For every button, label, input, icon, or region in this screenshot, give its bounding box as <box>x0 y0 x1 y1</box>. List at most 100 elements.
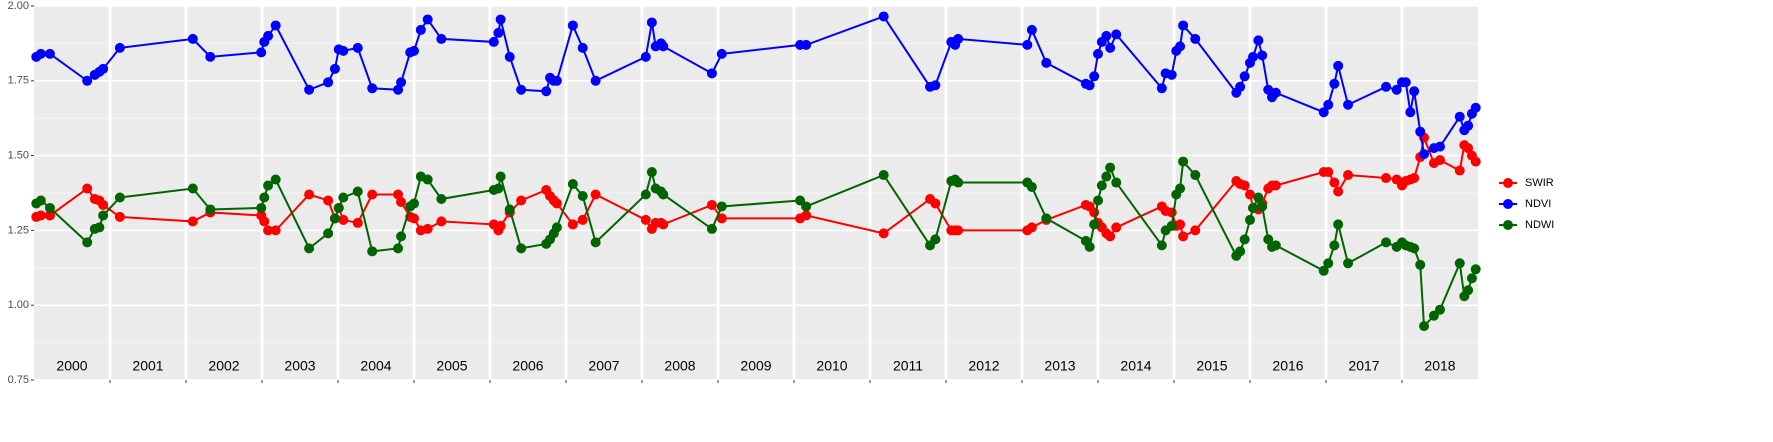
point <box>98 63 109 74</box>
point <box>516 243 527 254</box>
point <box>1343 99 1354 110</box>
year-label: 2018 <box>1424 358 1455 374</box>
point <box>44 202 55 213</box>
point <box>422 223 433 234</box>
point <box>1454 165 1465 176</box>
point <box>333 202 344 213</box>
point <box>205 51 216 62</box>
point <box>801 39 812 50</box>
point <box>493 27 504 38</box>
point <box>1248 51 1259 62</box>
point <box>516 195 527 206</box>
year-label: 2007 <box>588 358 619 374</box>
point <box>716 48 727 59</box>
point <box>495 14 506 25</box>
point <box>1093 48 1103 59</box>
point <box>551 198 562 209</box>
point <box>409 45 419 56</box>
point <box>1470 102 1481 113</box>
point <box>1323 258 1334 269</box>
point <box>1381 173 1392 184</box>
point <box>551 75 562 86</box>
point <box>646 167 657 178</box>
y-tick-label: 2.00 <box>8 0 29 12</box>
point <box>658 219 669 230</box>
point <box>1089 219 1100 230</box>
point <box>1248 202 1259 213</box>
point <box>1466 273 1477 284</box>
legend-label: NDWI <box>1525 219 1554 231</box>
year-label: 2010 <box>816 358 847 374</box>
point <box>35 195 46 206</box>
point <box>495 171 506 182</box>
legend-marker <box>1503 199 1513 209</box>
point <box>259 192 270 203</box>
point <box>263 180 274 191</box>
year-label: 2005 <box>436 358 467 374</box>
point <box>393 84 404 95</box>
year-label: 2013 <box>1044 358 1075 374</box>
y-tick-label: 1.50 <box>8 150 29 162</box>
point <box>436 193 447 204</box>
point <box>1111 29 1122 40</box>
point <box>1470 264 1481 275</box>
year-label: 2006 <box>512 358 543 374</box>
point <box>590 237 601 248</box>
point <box>187 216 198 227</box>
point <box>1454 111 1465 122</box>
point <box>716 201 727 212</box>
point <box>1026 182 1037 193</box>
point <box>1263 84 1274 95</box>
point <box>436 33 447 44</box>
y-tick-label: 0.75 <box>8 374 29 386</box>
point <box>1166 220 1177 231</box>
point <box>1454 258 1465 269</box>
point <box>329 63 340 74</box>
point <box>98 210 109 221</box>
point <box>1435 141 1445 152</box>
point <box>1105 162 1116 173</box>
y-tick-label: 1.25 <box>8 224 29 236</box>
point <box>577 190 588 201</box>
point <box>878 170 889 181</box>
year-label: 2001 <box>132 358 163 374</box>
point <box>82 183 93 194</box>
point <box>1405 107 1416 118</box>
point <box>35 210 46 221</box>
year-label: 2008 <box>664 358 695 374</box>
point <box>263 225 274 236</box>
point <box>930 198 941 209</box>
point <box>1089 207 1100 218</box>
point <box>1323 99 1334 110</box>
point <box>801 201 812 212</box>
point <box>706 199 717 210</box>
point <box>1190 33 1201 44</box>
point <box>1343 170 1354 181</box>
point <box>338 192 349 203</box>
point <box>409 213 419 224</box>
year-label: 2004 <box>360 358 391 374</box>
y-tick-label: 1.00 <box>8 299 29 311</box>
point <box>1270 87 1281 98</box>
point <box>1041 57 1052 68</box>
point <box>1190 170 1201 181</box>
point <box>396 231 407 242</box>
point <box>488 36 499 47</box>
point <box>590 75 601 86</box>
point <box>114 211 125 222</box>
point <box>114 192 125 203</box>
point <box>953 33 964 44</box>
point <box>187 33 198 44</box>
point <box>338 214 349 225</box>
point <box>1435 304 1445 315</box>
point <box>1253 192 1264 203</box>
point <box>1257 201 1268 212</box>
legend-marker <box>1503 178 1513 188</box>
point <box>1253 35 1264 46</box>
point <box>396 196 407 207</box>
point <box>1175 41 1186 52</box>
point <box>1166 207 1177 218</box>
point <box>436 216 447 227</box>
point <box>114 42 125 53</box>
